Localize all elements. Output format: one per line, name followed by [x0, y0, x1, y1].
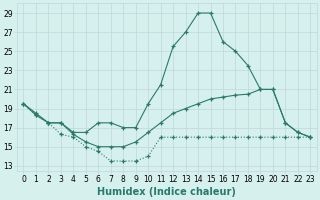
X-axis label: Humidex (Indice chaleur): Humidex (Indice chaleur): [98, 187, 236, 197]
